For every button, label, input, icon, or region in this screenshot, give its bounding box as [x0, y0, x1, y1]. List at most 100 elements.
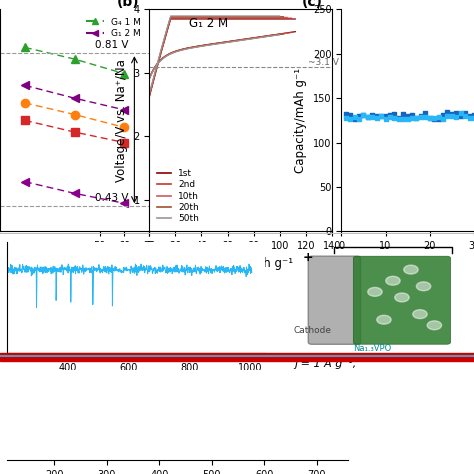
Point [444, 108, 451, 116]
20th [269, 14, 274, 19]
Point [448, 110, 456, 118]
Text: (b): (b) [117, 0, 139, 9]
Point [386, 111, 394, 119]
Line: 20th: 20th [149, 17, 283, 95]
Point [355, 115, 363, 122]
Point [417, 113, 425, 121]
Line: 10th: 10th [149, 18, 287, 95]
Text: Na₁.₃VPO: Na₁.₃VPO [353, 344, 392, 353]
20th [147, 90, 153, 96]
Point [351, 115, 358, 122]
2nd [231, 15, 237, 21]
50th [225, 13, 230, 19]
Point [435, 113, 442, 121]
50th [224, 13, 230, 19]
1st [234, 16, 239, 22]
Point [364, 113, 372, 121]
2nd [276, 15, 282, 21]
10th [168, 15, 174, 20]
10th [229, 15, 235, 20]
50th [265, 13, 271, 19]
Circle shape [404, 265, 418, 274]
20th [146, 92, 152, 98]
Circle shape [416, 282, 431, 291]
Circle shape [368, 287, 382, 296]
X-axis label: Cycle number: Cycle number [95, 378, 177, 392]
50th [257, 13, 263, 19]
Text: ~3.1 V: ~3.1 V [308, 58, 339, 67]
20th [229, 14, 235, 19]
10th [147, 91, 153, 97]
Point [391, 115, 398, 122]
Point [457, 112, 465, 119]
10th [229, 15, 235, 20]
X-axis label: Capacity/mAh g⁻¹: Capacity/mAh g⁻¹ [188, 256, 293, 270]
1st [237, 16, 242, 22]
Point [444, 113, 451, 120]
Text: j = 1 A g⁻¹,: j = 1 A g⁻¹, [294, 359, 356, 369]
20th [281, 14, 286, 19]
Point [417, 112, 425, 119]
Point [430, 116, 438, 123]
Legend: G₄ 1 M, G₁ 2 M: G₄ 1 M, G₁ 2 M [82, 14, 145, 42]
Point [408, 114, 416, 122]
50th [146, 91, 152, 97]
Point [435, 115, 442, 123]
Point [421, 113, 429, 120]
20th [227, 14, 233, 19]
Point [457, 109, 465, 117]
Point [470, 111, 474, 118]
20th [168, 14, 173, 19]
50th [168, 13, 173, 19]
10th [231, 15, 237, 20]
Point [373, 112, 381, 119]
10th [284, 15, 290, 20]
Point [400, 115, 407, 122]
1st [147, 92, 153, 98]
Point [391, 110, 398, 118]
Point [368, 113, 376, 121]
FancyBboxPatch shape [308, 256, 361, 344]
Point [461, 109, 469, 117]
Point [373, 115, 381, 122]
Point [453, 109, 460, 117]
Point [342, 110, 349, 118]
Point [377, 112, 385, 119]
Point [448, 112, 456, 120]
Point [395, 116, 402, 123]
FancyBboxPatch shape [353, 256, 451, 344]
Point [413, 115, 420, 122]
1st [146, 94, 152, 100]
Point [426, 114, 434, 122]
50th [147, 90, 153, 95]
Point [466, 113, 474, 120]
Point [382, 112, 389, 120]
Point [346, 115, 354, 122]
Line: 50th: 50th [149, 16, 280, 94]
2nd [231, 15, 237, 21]
Text: G₁ 2 M: G₁ 2 M [190, 17, 228, 30]
Point [413, 114, 420, 122]
Text: 0.81 V: 0.81 V [95, 40, 128, 50]
1st [292, 16, 298, 22]
1st [233, 16, 239, 22]
Circle shape [427, 321, 442, 330]
Line: 1st: 1st [149, 19, 295, 97]
1st [279, 16, 285, 22]
Text: 0.43 V: 0.43 V [95, 193, 128, 203]
Point [461, 112, 469, 120]
2nd [234, 15, 239, 21]
Circle shape [413, 310, 427, 319]
2nd [147, 91, 153, 97]
Point [466, 114, 474, 122]
X-axis label: are/°C: are/°C [56, 256, 93, 270]
10th [146, 92, 152, 98]
Text: (c): (c) [301, 0, 322, 9]
1st [270, 16, 276, 22]
Point [453, 114, 460, 121]
Legend: 1st, 2nd, 10th, 20th, 50th: 1st, 2nd, 10th, 20th, 50th [154, 165, 203, 227]
Point [368, 112, 376, 119]
Circle shape [386, 276, 400, 285]
Point [439, 115, 447, 122]
Text: +: + [303, 251, 313, 264]
